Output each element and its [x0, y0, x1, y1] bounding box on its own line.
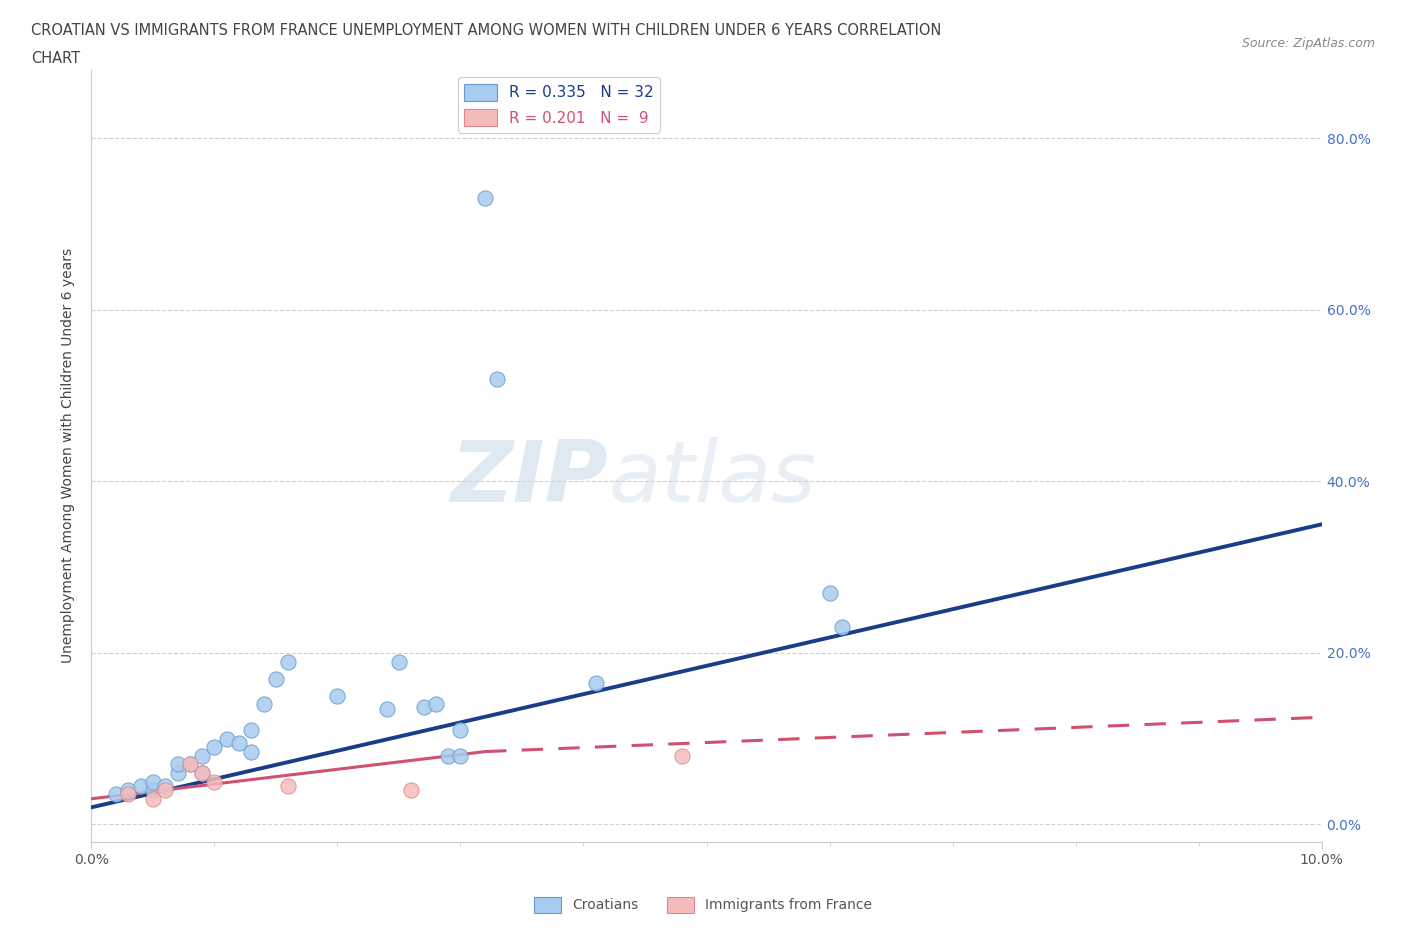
Point [142, 783, 165, 798]
Legend: Croatians, Immigrants from France: Croatians, Immigrants from France [529, 891, 877, 919]
Y-axis label: Unemployment Among Women with Children Under 6 years: Unemployment Among Women with Children U… [62, 248, 76, 663]
Point [191, 765, 214, 780]
Point [105, 787, 127, 802]
Point [191, 749, 214, 764]
Point [142, 774, 165, 789]
Point [474, 191, 496, 206]
Point [117, 783, 139, 798]
Point [129, 778, 152, 793]
Point [202, 774, 225, 789]
Point [240, 744, 263, 759]
Point [818, 586, 841, 601]
Point [486, 371, 509, 386]
Point [412, 699, 434, 714]
Point [228, 736, 250, 751]
Point [449, 749, 471, 764]
Point [166, 765, 188, 780]
Point [264, 671, 287, 686]
Point [240, 723, 263, 737]
Point [585, 675, 607, 690]
Text: Source: ZipAtlas.com: Source: ZipAtlas.com [1241, 37, 1375, 50]
Text: atlas: atlas [607, 437, 815, 521]
Point [831, 619, 853, 634]
Text: ZIP: ZIP [450, 437, 607, 521]
Point [153, 778, 177, 793]
Point [277, 654, 299, 669]
Text: CHART: CHART [31, 51, 80, 66]
Point [202, 740, 225, 755]
Point [253, 697, 276, 711]
Point [117, 787, 139, 802]
Point [191, 765, 214, 780]
Point [326, 688, 349, 703]
Point [671, 749, 693, 764]
Point [449, 723, 471, 737]
Point [215, 731, 238, 746]
Point [375, 701, 398, 716]
Point [142, 791, 165, 806]
Point [399, 783, 422, 798]
Point [425, 697, 447, 711]
Point [388, 654, 411, 669]
Legend: R = 0.335   N = 32, R = 0.201   N =  9: R = 0.335 N = 32, R = 0.201 N = 9 [457, 77, 661, 133]
Point [277, 778, 299, 793]
Point [166, 757, 188, 772]
Point [179, 757, 201, 772]
Point [437, 749, 460, 764]
Point [153, 783, 177, 798]
Text: CROATIAN VS IMMIGRANTS FROM FRANCE UNEMPLOYMENT AMONG WOMEN WITH CHILDREN UNDER : CROATIAN VS IMMIGRANTS FROM FRANCE UNEMP… [31, 23, 941, 38]
Point [179, 757, 201, 772]
